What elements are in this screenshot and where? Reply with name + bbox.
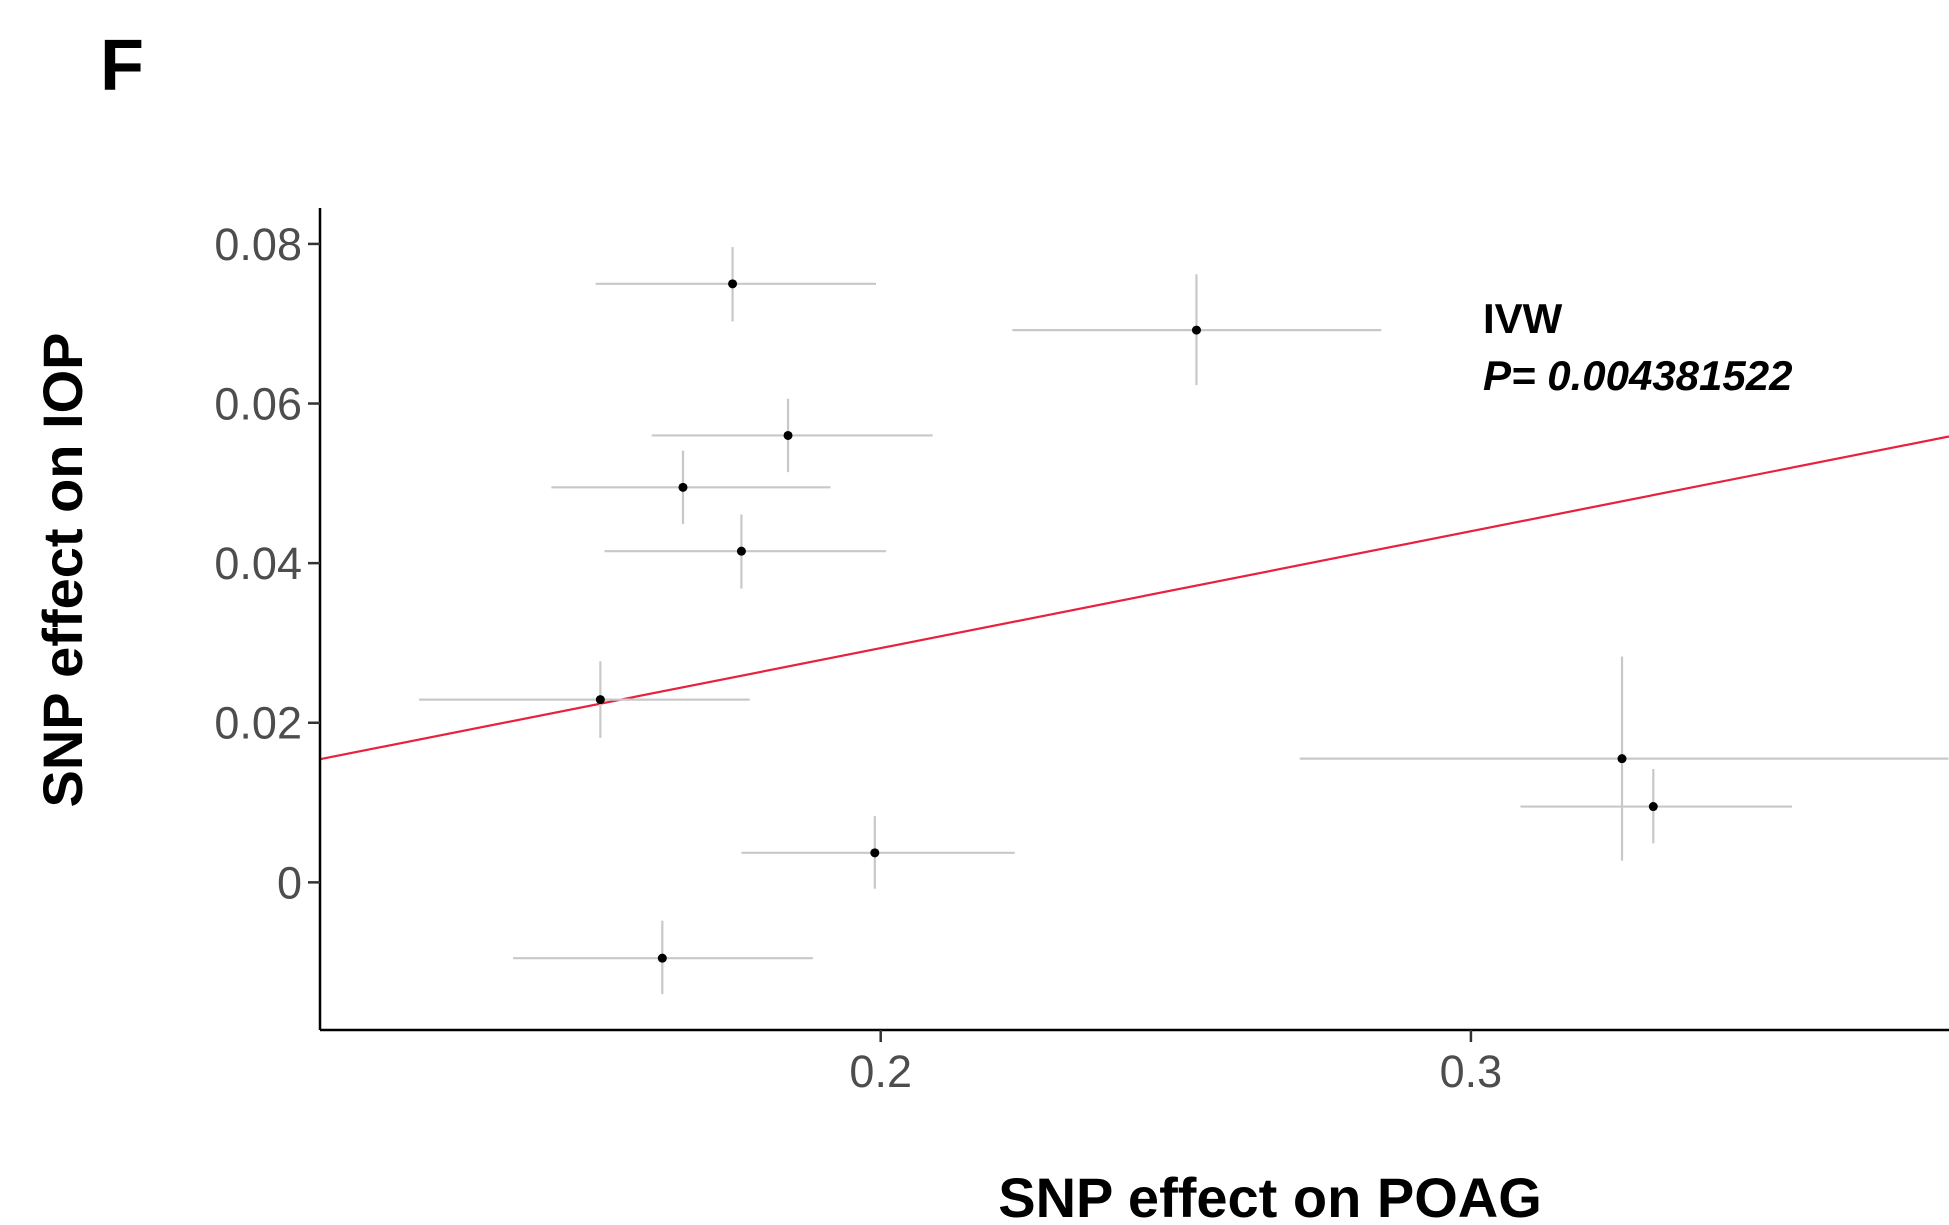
y-tick-label: 0.02 <box>214 698 302 749</box>
data-point <box>678 482 688 492</box>
point-layer <box>595 279 1658 963</box>
data-point <box>1191 325 1201 335</box>
data-point <box>783 430 793 440</box>
x-axis-title: SNP effect on POAG <box>998 1166 1542 1225</box>
y-tick-label: 0.04 <box>214 538 302 589</box>
x-tick-label: 0.2 <box>849 1046 912 1097</box>
y-axis-title: SNP effect on IOP <box>31 332 94 807</box>
y-tick-label: 0 <box>277 857 302 908</box>
data-point <box>1648 802 1658 812</box>
data-point <box>870 848 880 858</box>
data-point <box>657 953 667 963</box>
annotation-method-label: IVW <box>1483 295 1563 342</box>
data-point <box>728 279 738 289</box>
panel-label: F <box>100 26 144 106</box>
y-tick-label: 0.06 <box>214 379 302 430</box>
data-point <box>595 695 605 705</box>
x-tick-label: 0.3 <box>1440 1046 1503 1097</box>
fit-line-layer <box>319 435 1949 761</box>
ivw-fit-line <box>319 435 1949 761</box>
data-point <box>736 546 746 556</box>
y-tick-label: 0.08 <box>214 219 302 270</box>
data-point <box>1617 754 1627 764</box>
tick-layer: 0.2 0.3 0 0.02 0.04 0.06 0.08 <box>214 219 1502 1097</box>
annotation-p-value: P= 0.004381522 <box>1483 352 1792 399</box>
